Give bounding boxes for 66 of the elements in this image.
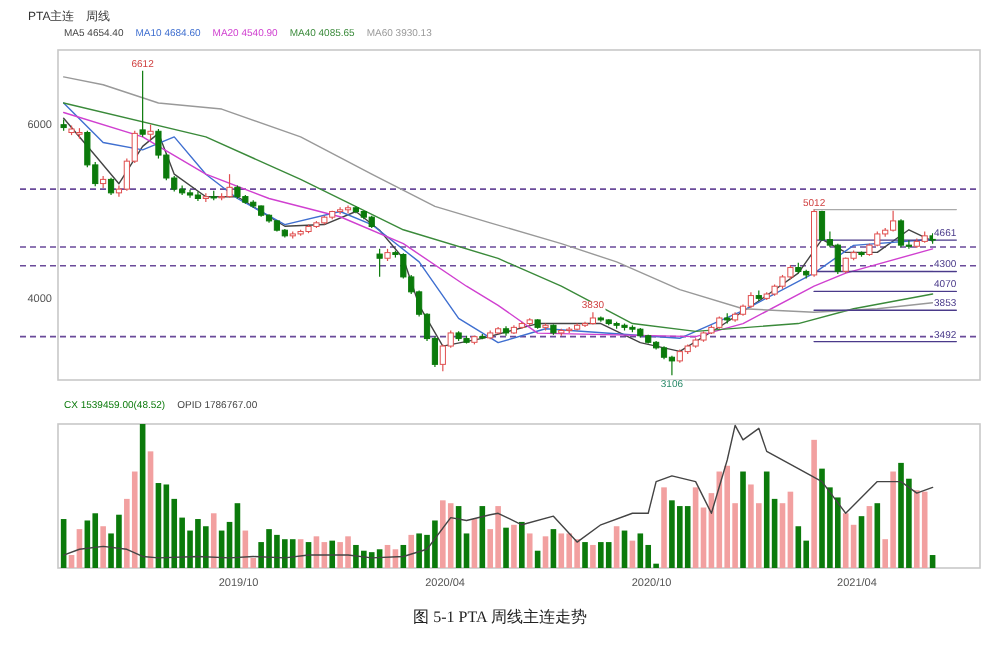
bar xyxy=(440,500,446,568)
bar xyxy=(566,533,573,568)
candlestick xyxy=(897,218,905,248)
bar xyxy=(432,520,438,568)
bar xyxy=(637,533,644,568)
bar xyxy=(526,533,533,568)
bar xyxy=(519,521,525,568)
bar xyxy=(503,527,509,568)
bar xyxy=(329,540,336,568)
caption: 图 5-1 PTA 周线主连走势 xyxy=(413,608,587,626)
bar xyxy=(266,529,272,568)
bar xyxy=(574,539,580,568)
bar xyxy=(274,534,280,568)
bar xyxy=(724,465,731,568)
candlestick xyxy=(344,204,352,214)
bar xyxy=(858,516,865,568)
bar xyxy=(613,526,620,568)
bar xyxy=(408,534,415,568)
bar xyxy=(92,513,99,568)
candlestick xyxy=(226,173,233,199)
bar xyxy=(542,536,549,568)
bar xyxy=(598,542,604,568)
bar xyxy=(282,539,288,568)
bar xyxy=(677,506,683,568)
bar xyxy=(914,490,920,568)
bar xyxy=(748,484,754,568)
candlestick xyxy=(139,70,146,138)
bar xyxy=(495,506,501,568)
bar xyxy=(337,542,343,568)
candlestick xyxy=(100,175,107,189)
bar xyxy=(100,526,106,568)
bar xyxy=(368,552,375,568)
bar xyxy=(684,506,691,568)
bar xyxy=(921,491,928,568)
bar xyxy=(558,533,565,568)
candlestick xyxy=(337,206,344,215)
bar xyxy=(661,487,667,568)
bar xyxy=(447,503,454,568)
bar xyxy=(669,500,675,568)
bar xyxy=(874,503,881,568)
bar xyxy=(116,514,122,568)
bar xyxy=(131,471,138,568)
bar xyxy=(763,471,770,568)
bar xyxy=(416,533,422,568)
bar xyxy=(590,544,596,568)
candlestick xyxy=(376,248,383,278)
bar xyxy=(795,526,802,568)
candlestick xyxy=(834,243,841,275)
bar xyxy=(210,513,217,568)
candlestick xyxy=(890,210,897,233)
bar xyxy=(740,471,746,568)
bar xyxy=(811,439,817,568)
bar xyxy=(289,539,296,568)
candlestick xyxy=(668,355,676,376)
bar xyxy=(345,536,351,568)
bar xyxy=(898,462,904,568)
bar xyxy=(605,542,612,568)
candlestick xyxy=(818,210,826,242)
bar xyxy=(842,513,849,568)
bar xyxy=(203,526,209,568)
bar xyxy=(692,487,699,568)
bar xyxy=(195,519,201,568)
bar xyxy=(582,542,588,568)
bar xyxy=(511,524,517,568)
bar xyxy=(890,471,896,568)
bar xyxy=(819,468,825,568)
